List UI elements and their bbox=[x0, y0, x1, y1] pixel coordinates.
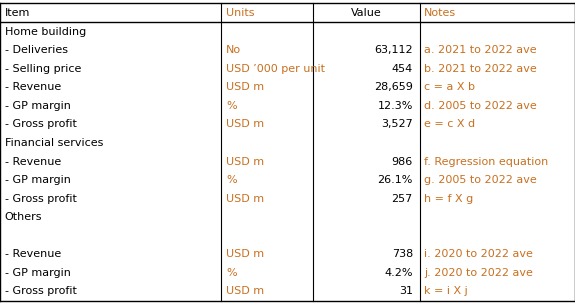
Text: Notes: Notes bbox=[424, 8, 457, 18]
Text: USD m: USD m bbox=[226, 286, 264, 296]
Text: 986: 986 bbox=[392, 157, 413, 167]
Text: USD m: USD m bbox=[226, 157, 264, 167]
Text: 738: 738 bbox=[392, 249, 413, 259]
Text: Home building: Home building bbox=[5, 27, 86, 37]
Text: c = a X b: c = a X b bbox=[424, 82, 476, 92]
Text: USD ’000 per unit: USD ’000 per unit bbox=[226, 64, 325, 74]
Text: - Gross profit: - Gross profit bbox=[5, 194, 76, 204]
Text: 12.3%: 12.3% bbox=[377, 101, 413, 111]
Text: 3,527: 3,527 bbox=[381, 119, 413, 130]
Text: Financial services: Financial services bbox=[5, 138, 103, 148]
Text: Item: Item bbox=[5, 8, 30, 18]
Text: g. 2005 to 2022 ave: g. 2005 to 2022 ave bbox=[424, 175, 537, 185]
Text: h = f X g: h = f X g bbox=[424, 194, 474, 204]
Text: - Revenue: - Revenue bbox=[5, 157, 61, 167]
Text: 26.1%: 26.1% bbox=[377, 175, 413, 185]
Text: %: % bbox=[226, 101, 236, 111]
Text: f. Regression equation: f. Regression equation bbox=[424, 157, 549, 167]
Text: - Deliveries: - Deliveries bbox=[5, 45, 68, 55]
Text: No: No bbox=[226, 45, 241, 55]
Text: %: % bbox=[226, 175, 236, 185]
Text: j. 2020 to 2022 ave: j. 2020 to 2022 ave bbox=[424, 268, 533, 278]
Text: USD m: USD m bbox=[226, 119, 264, 130]
Text: - GP margin: - GP margin bbox=[5, 175, 71, 185]
Text: - Gross profit: - Gross profit bbox=[5, 286, 76, 296]
Text: 31: 31 bbox=[399, 286, 413, 296]
Text: d. 2005 to 2022 ave: d. 2005 to 2022 ave bbox=[424, 101, 537, 111]
Text: i. 2020 to 2022 ave: i. 2020 to 2022 ave bbox=[424, 249, 533, 259]
Text: e = c X d: e = c X d bbox=[424, 119, 476, 130]
Text: 454: 454 bbox=[392, 64, 413, 74]
Text: - Gross profit: - Gross profit bbox=[5, 119, 76, 130]
Text: - GP margin: - GP margin bbox=[5, 268, 71, 278]
Text: Units: Units bbox=[226, 8, 255, 18]
Text: a. 2021 to 2022 ave: a. 2021 to 2022 ave bbox=[424, 45, 537, 55]
Text: USD m: USD m bbox=[226, 249, 264, 259]
Text: - Revenue: - Revenue bbox=[5, 82, 61, 92]
Text: USD m: USD m bbox=[226, 82, 264, 92]
Text: k = i X j: k = i X j bbox=[424, 286, 468, 296]
Text: - Revenue: - Revenue bbox=[5, 249, 61, 259]
Text: 28,659: 28,659 bbox=[374, 82, 413, 92]
Text: Value: Value bbox=[351, 8, 382, 18]
Text: - Selling price: - Selling price bbox=[5, 64, 81, 74]
Text: - GP margin: - GP margin bbox=[5, 101, 71, 111]
Text: 257: 257 bbox=[392, 194, 413, 204]
Text: 63,112: 63,112 bbox=[374, 45, 413, 55]
Text: USD m: USD m bbox=[226, 194, 264, 204]
Text: 4.2%: 4.2% bbox=[384, 268, 413, 278]
Text: b. 2021 to 2022 ave: b. 2021 to 2022 ave bbox=[424, 64, 537, 74]
Text: %: % bbox=[226, 268, 236, 278]
Text: Others: Others bbox=[5, 212, 42, 222]
